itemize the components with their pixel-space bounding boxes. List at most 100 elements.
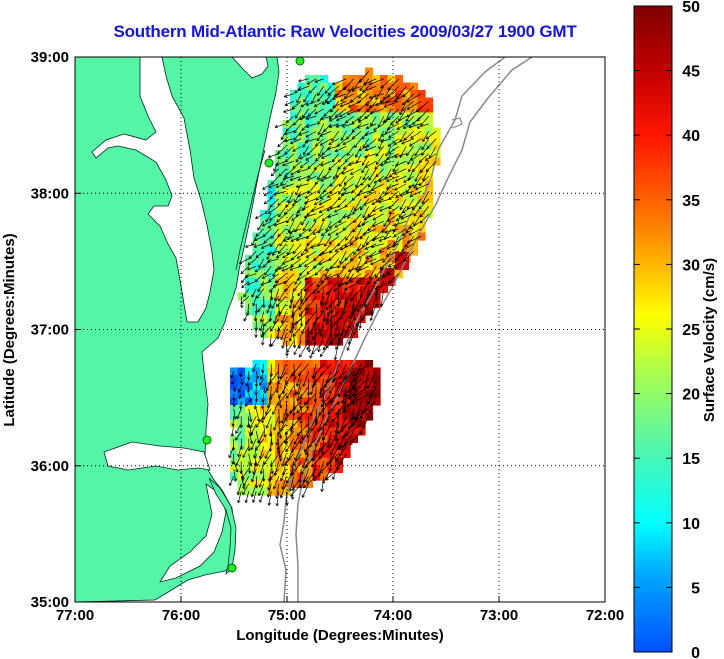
velocity-vector-head <box>237 492 241 496</box>
velocity-cell <box>372 270 381 279</box>
velocity-vector-head <box>318 209 322 213</box>
velocity-vector-head <box>305 321 307 325</box>
velocity-cell <box>290 247 299 256</box>
velocity-vector-head <box>231 433 235 437</box>
velocity-vector-head <box>285 441 288 445</box>
velocity-vector <box>325 468 339 481</box>
velocity-vector-head <box>410 157 413 161</box>
velocity-vector-head <box>278 376 281 380</box>
velocity-vector <box>376 273 392 281</box>
velocity-vector-head <box>347 425 350 430</box>
velocity-cell <box>245 397 254 406</box>
velocity-vector-head <box>263 201 266 205</box>
velocity-cell <box>312 472 321 481</box>
velocity-cell <box>267 262 276 271</box>
velocity-vector-head <box>323 128 325 132</box>
velocity-vector-head <box>268 343 271 347</box>
velocity-vector <box>417 108 430 122</box>
velocity-vector <box>293 341 302 355</box>
velocity-vector <box>247 416 250 428</box>
velocity-vector-head <box>396 97 400 100</box>
velocity-cell <box>335 210 344 219</box>
velocity-cell <box>365 195 374 204</box>
velocity-cell <box>372 180 381 189</box>
velocity-vector <box>317 168 325 180</box>
velocity-vector <box>255 416 265 428</box>
velocity-vector-head <box>364 132 367 136</box>
velocity-vector-head <box>310 392 314 395</box>
velocity-vector-head <box>361 318 365 322</box>
velocity-vector <box>387 213 399 222</box>
velocity-vector <box>267 220 279 229</box>
velocity-vector-head <box>346 153 350 156</box>
velocity-vector <box>310 318 317 335</box>
velocity-cell <box>312 142 321 151</box>
velocity-vector <box>262 333 265 346</box>
velocity-vector-head <box>420 171 424 174</box>
velocity-vector-head <box>282 345 285 349</box>
velocity-vector-head <box>281 464 285 467</box>
velocity-cell <box>290 382 299 391</box>
velocity-vector <box>370 296 377 315</box>
velocity-cell <box>290 90 299 99</box>
velocity-cell <box>365 135 374 144</box>
velocity-vector <box>325 288 332 306</box>
velocity-vector-head <box>369 317 371 321</box>
velocity-vector-head <box>361 137 365 140</box>
velocity-vector <box>338 176 347 187</box>
velocity-cell <box>290 465 299 474</box>
velocity-vector <box>255 250 264 258</box>
velocity-vector <box>266 378 272 392</box>
velocity-vector-head <box>242 455 246 458</box>
velocity-vector-head <box>279 312 283 315</box>
velocity-cell <box>290 142 299 151</box>
velocity-vector <box>253 243 264 248</box>
velocity-vector-head <box>410 135 413 139</box>
velocity-cell <box>290 105 299 114</box>
velocity-vector <box>280 363 287 379</box>
velocity-vector <box>375 266 385 278</box>
velocity-vector <box>305 100 317 106</box>
velocity-vector-head <box>315 145 319 147</box>
velocity-cell <box>327 277 336 286</box>
velocity-cell <box>320 315 329 324</box>
velocity-vector-head <box>324 92 328 94</box>
velocity-vector-head <box>237 454 241 458</box>
velocity-cell <box>267 390 276 399</box>
velocity-cell <box>380 142 389 151</box>
velocity-vector-head <box>316 139 320 142</box>
velocity-vector <box>369 93 384 99</box>
velocity-vector-head <box>231 461 234 465</box>
velocity-cell <box>395 105 404 114</box>
velocity-vector <box>269 371 280 384</box>
velocity-vector <box>343 175 354 185</box>
velocity-vector <box>420 116 430 126</box>
velocity-vector <box>372 205 384 212</box>
velocity-cell <box>260 285 269 294</box>
velocity-vector-head <box>286 353 289 357</box>
velocity-cell <box>402 180 411 189</box>
velocity-vector-head <box>251 295 255 298</box>
velocity-cell <box>365 277 374 286</box>
velocity-vector <box>401 138 414 145</box>
velocity-vector-head <box>298 232 301 236</box>
velocity-vector <box>333 311 347 325</box>
velocity-vector-head <box>247 470 251 474</box>
velocity-vector-head <box>352 230 356 233</box>
velocity-vector-head <box>300 104 303 108</box>
velocity-vector <box>321 228 332 236</box>
velocity-vector-head <box>268 210 271 214</box>
velocity-cell <box>282 412 291 421</box>
velocity-vector <box>232 416 235 427</box>
velocity-vector <box>273 416 280 431</box>
velocity-vector <box>338 183 347 195</box>
velocity-vector <box>393 258 407 268</box>
velocity-vector <box>361 303 370 321</box>
velocity-vector <box>296 400 309 414</box>
velocity-vector <box>312 461 317 478</box>
velocity-vector-head <box>275 495 277 499</box>
velocity-cell <box>387 232 396 241</box>
velocity-vector <box>284 100 294 106</box>
velocity-vector <box>367 176 377 188</box>
velocity-cell <box>417 187 426 196</box>
